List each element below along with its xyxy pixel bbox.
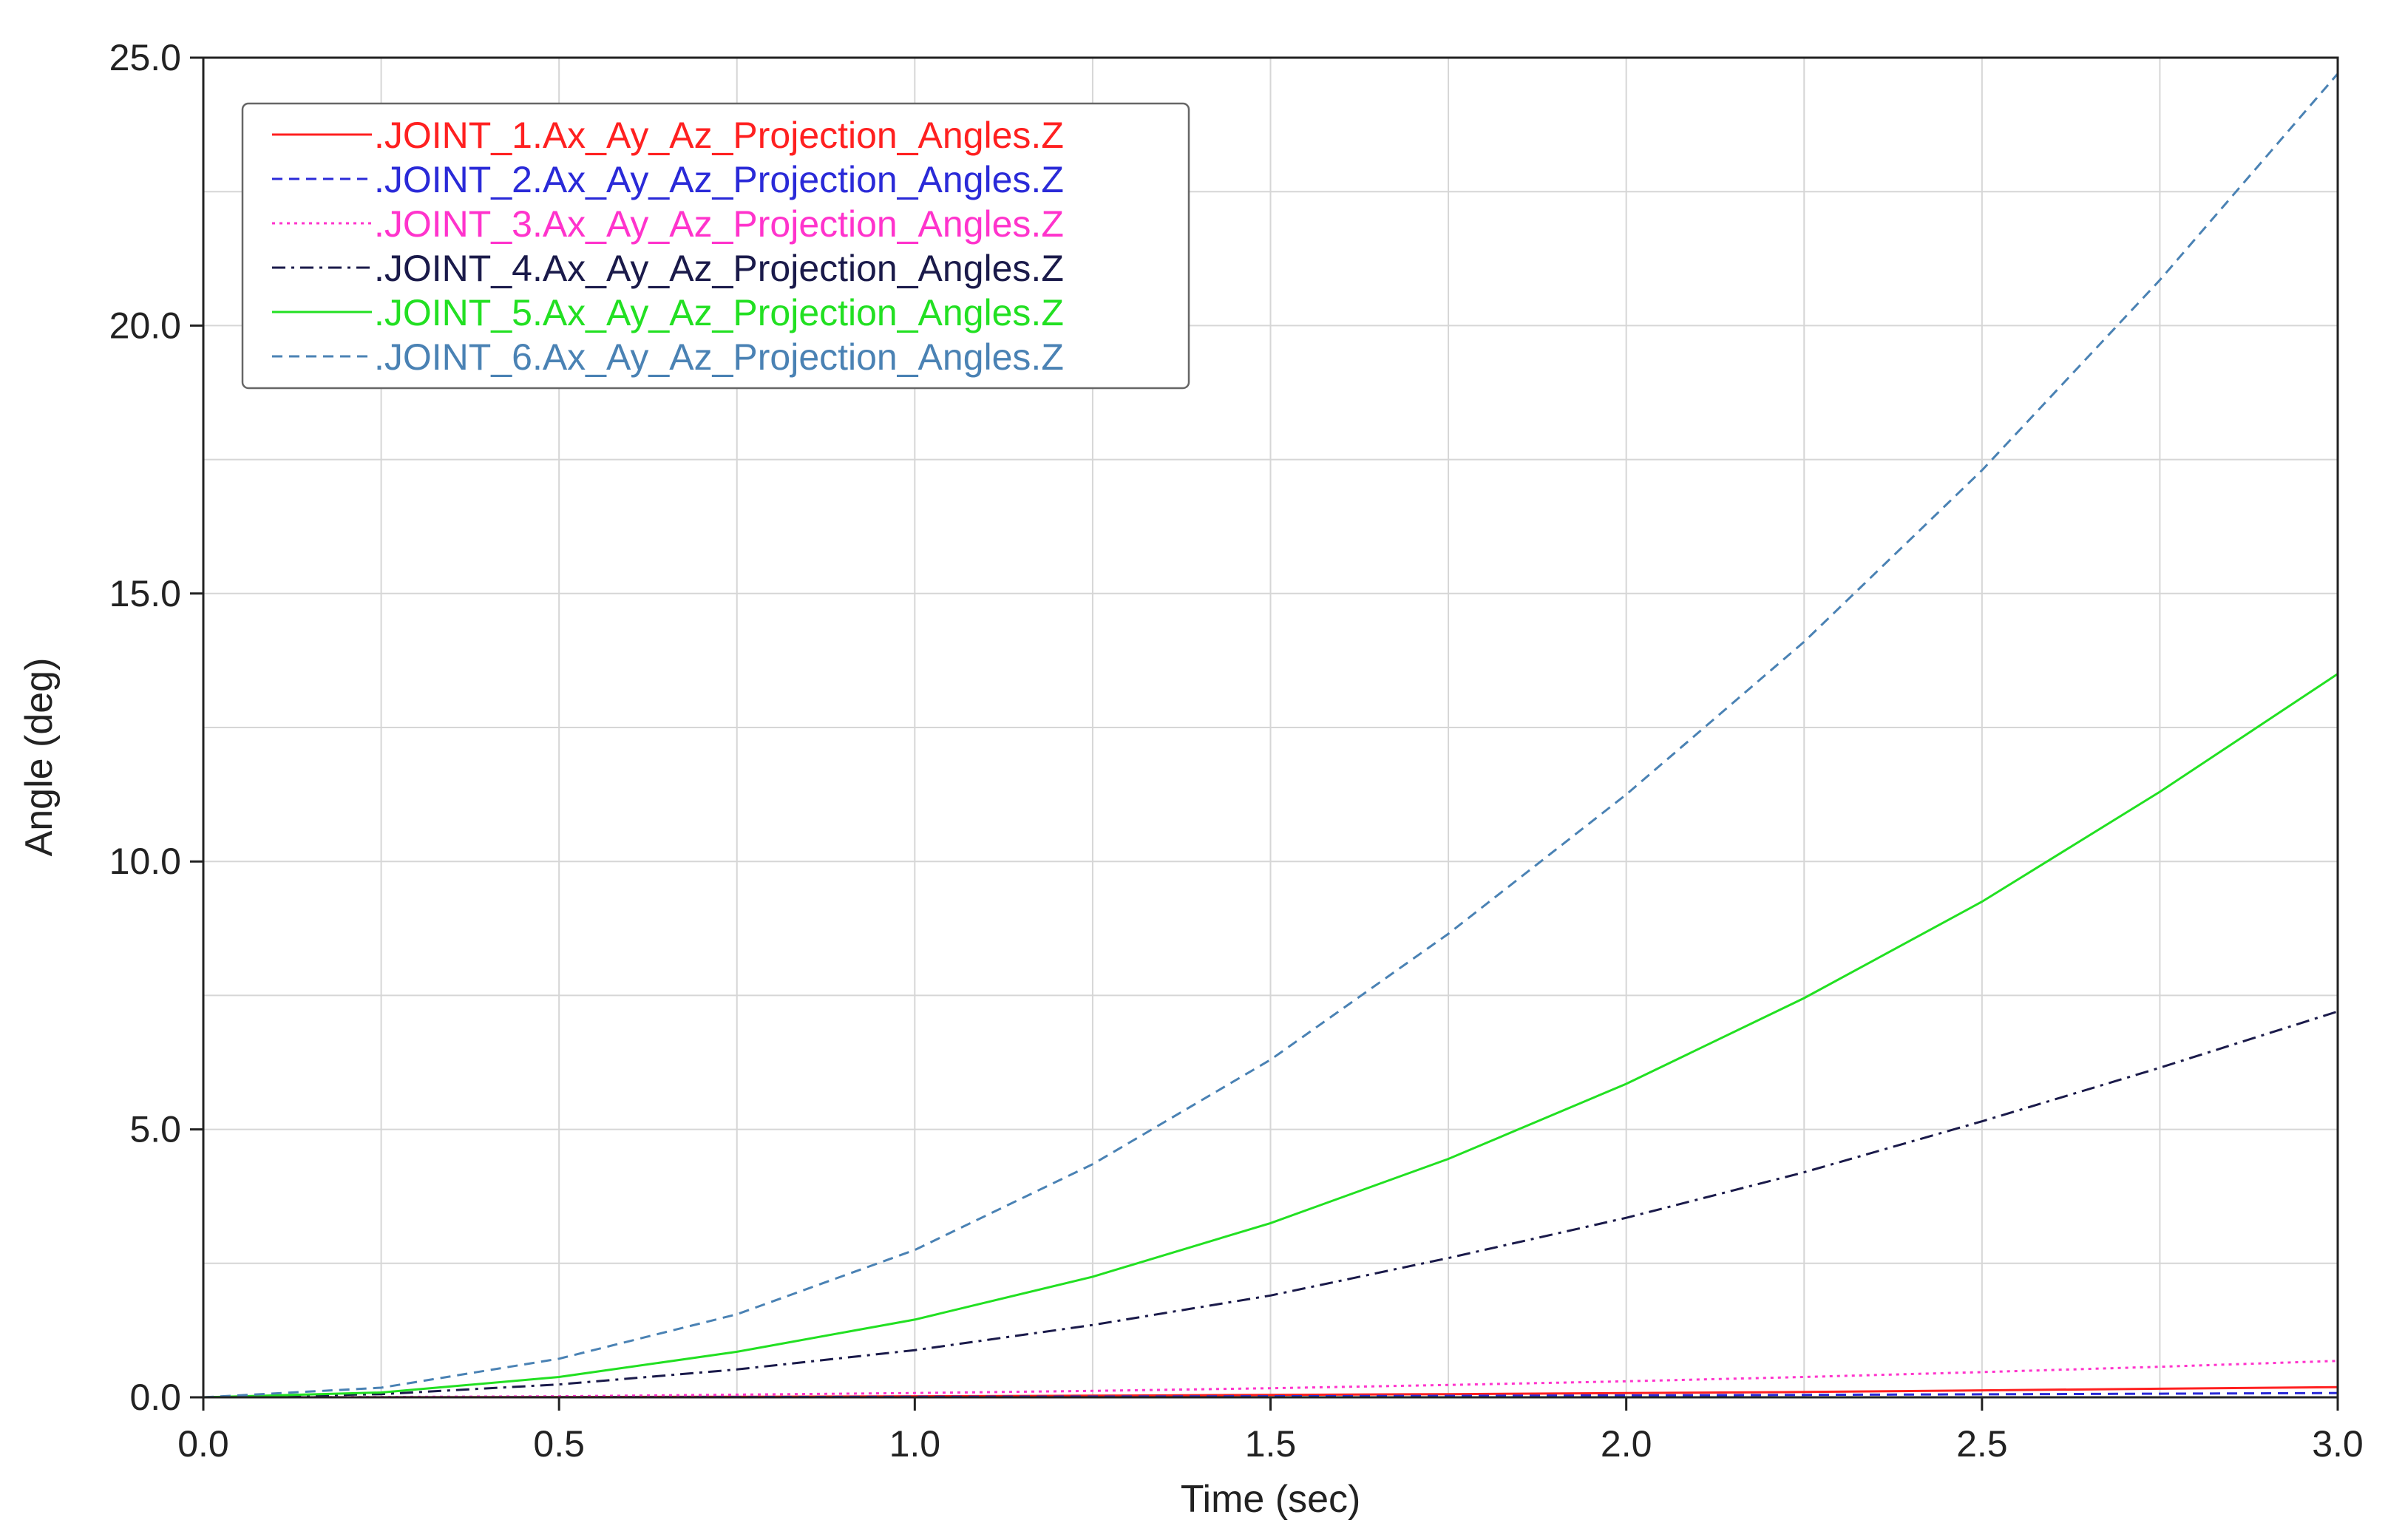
y-tick-label: 25.0 (109, 37, 181, 78)
y-tick-label: 0.0 (129, 1377, 181, 1418)
x-tick-label: 2.5 (1956, 1423, 2008, 1465)
x-tick-label: 1.5 (1245, 1423, 1297, 1465)
y-tick-label: 10.0 (109, 841, 181, 882)
legend-label-joint-5: .JOINT_5.Ax_Ay_Az_Projection_Angles.Z (374, 292, 1064, 333)
series-line-joint-2 (203, 1391, 2338, 1399)
series-line-joint-5 (203, 673, 2338, 1399)
legend-box (241, 102, 1190, 390)
x-tick-label: 0.5 (533, 1423, 585, 1465)
legend-label-joint-2: .JOINT_2.Ax_Ay_Az_Projection_Angles.Z (374, 159, 1064, 200)
x-tick-label: 2.0 (1601, 1423, 1652, 1465)
legend: .JOINT_1.Ax_Ay_Az_Projection_Angles.Z.JO… (241, 102, 1190, 390)
x-tick-label: 3.0 (2312, 1423, 2364, 1465)
legend-label-joint-4: .JOINT_4.Ax_Ay_Az_Projection_Angles.Z (374, 248, 1064, 289)
y-tick-label: 20.0 (109, 305, 181, 346)
y-axis-title: Angle (deg) (18, 658, 61, 857)
series-line-joint-6 (203, 72, 2339, 1399)
x-axis-title: Time (sec) (1181, 1478, 1361, 1521)
legend-label-joint-3: .JOINT_3.Ax_Ay_Az_Projection_Angles.Z (374, 203, 1064, 245)
x-tick-label: 1.0 (889, 1423, 941, 1465)
series-line-joint-4 (203, 1010, 2338, 1399)
legend-label-joint-6: .JOINT_6.Ax_Ay_Az_Projection_Angles.Z (374, 336, 1064, 378)
legend-label-joint-1: .JOINT_1.Ax_Ay_Az_Projection_Angles.Z (374, 115, 1064, 156)
y-tick-label: 5.0 (129, 1109, 181, 1150)
y-tick-label: 15.0 (109, 573, 181, 614)
axis-ticks: 0.0 0.5 1.0 1.5 2.0 2.5 3.0 0.0 5.0 10.0 15.0 20.0 2… (109, 37, 2364, 1465)
x-tick-label: 0.0 (177, 1423, 229, 1465)
